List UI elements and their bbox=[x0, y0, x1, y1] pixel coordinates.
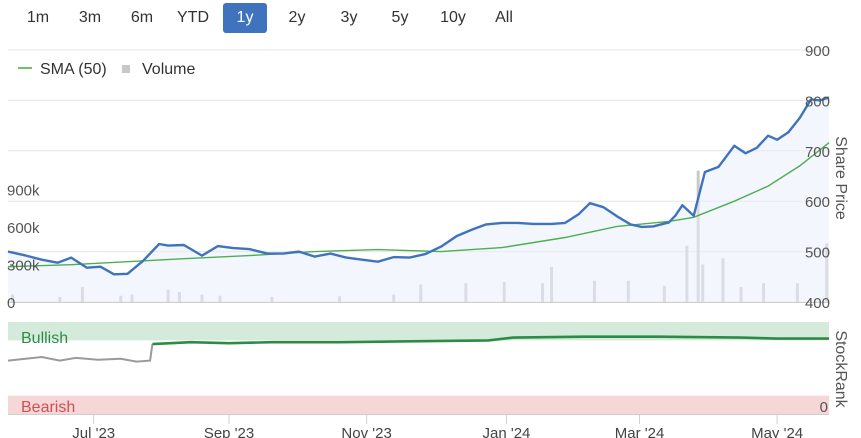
range-button-3m[interactable]: 3m bbox=[78, 9, 102, 26]
axes: 900 800 700 600 500 400 900k 600k 300k 0 0 Jul '23 S… bbox=[7, 43, 830, 438]
sma-line bbox=[7, 142, 830, 268]
range-selector: 1m 3m 6m YTD 1y 2y 3y 5y 10y All bbox=[0, 0, 560, 34]
volume-tick-label: 600k bbox=[7, 220, 40, 237]
stockrank-axis-label: StockRank bbox=[832, 330, 849, 408]
stockrank-bullish-segment bbox=[152, 335, 829, 346]
volume-legend-marker bbox=[122, 65, 130, 73]
price-line bbox=[7, 96, 830, 276]
price-area bbox=[8, 97, 829, 303]
price-tick-label: 400 bbox=[805, 295, 830, 312]
stockrank-bands bbox=[8, 322, 829, 414]
x-tick-label: Sep '23 bbox=[204, 425, 254, 438]
x-tick-label: May '24 bbox=[751, 425, 803, 438]
range-button-3y[interactable]: 3y bbox=[340, 9, 358, 26]
volume-tick-label: 900k bbox=[7, 183, 40, 200]
volume-legend-label: Volume bbox=[142, 61, 195, 78]
stockrank-tick-label: 0 bbox=[820, 399, 828, 416]
range-button-1y[interactable]: 1y bbox=[223, 3, 267, 33]
bullish-label: Bullish bbox=[21, 330, 68, 347]
price-tick-label: 800 bbox=[805, 93, 830, 110]
range-button-5y[interactable]: 5y bbox=[391, 9, 409, 26]
range-button-ytd[interactable]: YTD bbox=[177, 9, 209, 26]
price-tick-label: 700 bbox=[805, 144, 830, 161]
bearish-label: Bearish bbox=[21, 399, 75, 416]
bearish-band bbox=[8, 395, 829, 414]
range-button-10y[interactable]: 10y bbox=[440, 9, 466, 26]
x-tick-label: Nov '23 bbox=[341, 425, 391, 438]
volume-tick-label: 0 bbox=[7, 295, 15, 312]
x-tick-label: Jul '23 bbox=[72, 425, 115, 438]
volume-tick-label: 300k bbox=[7, 258, 40, 275]
stockrank-neutral-segment bbox=[7, 343, 154, 363]
price-tick-label: 500 bbox=[805, 245, 830, 262]
sma-legend-label: SMA (50) bbox=[40, 61, 107, 78]
price-tick-label: 900 bbox=[805, 43, 830, 60]
x-tick-label: Mar '24 bbox=[615, 425, 665, 438]
range-button-6m[interactable]: 6m bbox=[130, 9, 154, 26]
share-price-axis-label: Share Price bbox=[832, 136, 849, 220]
x-tick-label: Jan '24 bbox=[483, 425, 531, 438]
legend: SMA (50) Volume bbox=[18, 61, 195, 78]
range-button-1m[interactable]: 1m bbox=[26, 9, 50, 26]
range-button-2y[interactable]: 2y bbox=[288, 9, 306, 26]
range-button-all[interactable]: All bbox=[495, 9, 513, 26]
price-tick-label: 600 bbox=[805, 194, 830, 211]
stockrank-line bbox=[7, 335, 829, 363]
